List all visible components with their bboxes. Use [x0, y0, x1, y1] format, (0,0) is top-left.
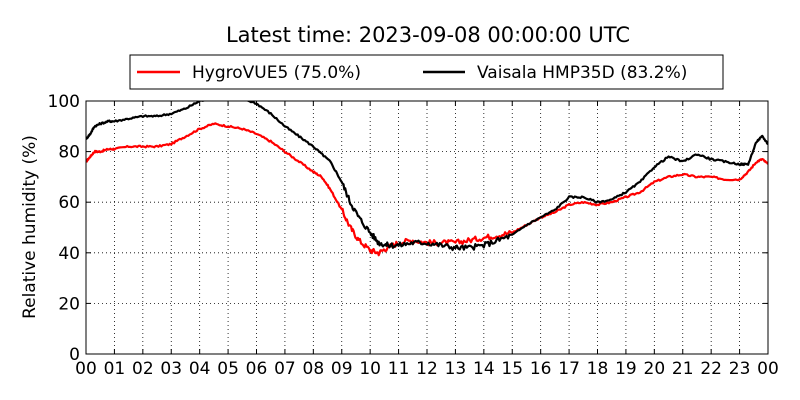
- x-tick-label: 08: [303, 359, 325, 379]
- legend: HygroVUE5 (75.0%) Vaisala HMP35D (83.2%): [129, 54, 724, 90]
- x-tick-label: 20: [644, 359, 666, 379]
- x-tick-label: 15: [501, 359, 523, 379]
- x-tick-label: 10: [359, 359, 381, 379]
- legend-label-series-1: Vaisala HMP35D (83.2%): [477, 63, 687, 83]
- x-tick-label: 00: [75, 359, 97, 379]
- y-tick-label: 40: [58, 244, 80, 264]
- x-tick-label: 00: [757, 359, 779, 379]
- legend-label-series-0: HygroVUE5 (75.0%): [192, 63, 361, 83]
- x-tick-label: 18: [587, 359, 609, 379]
- x-tick-label: 17: [558, 359, 580, 379]
- x-tick-label: 14: [473, 359, 495, 379]
- series-lines: [86, 101, 768, 257]
- x-tick-label: 19: [615, 359, 637, 379]
- y-tick-label: 0: [69, 345, 80, 365]
- x-tick-label: 23: [729, 359, 751, 379]
- x-tick-label: 16: [530, 359, 552, 379]
- x-tick-label: 21: [672, 359, 694, 379]
- x-tick-label: 13: [445, 359, 467, 379]
- x-tick-label: 12: [416, 359, 438, 379]
- y-tick-label: 100: [48, 92, 80, 112]
- x-tick-label: 03: [160, 359, 182, 379]
- y-tick-label: 20: [58, 294, 80, 314]
- axis-ticks: 00 01 02 03 04 05 06 07 08 09 10 11 12 13 14 15 16 17 18 19…: [48, 92, 779, 379]
- x-tick-label: 06: [246, 359, 268, 379]
- x-tick-label: 07: [274, 359, 296, 379]
- series-line-1: [86, 101, 768, 252]
- y-tick-label: 80: [58, 143, 80, 163]
- x-tick-label: 11: [388, 359, 410, 379]
- x-tick-label: 22: [700, 359, 722, 379]
- x-tick-label: 01: [104, 359, 126, 379]
- y-axis-label: Relative humidity (%): [20, 135, 40, 319]
- y-tick-label: 60: [58, 193, 80, 213]
- plot-frame: [85, 100, 769, 355]
- x-tick-label: 04: [189, 359, 211, 379]
- grid: [86, 101, 768, 354]
- chart-title: Latest time: 2023-09-08 00:00:00 UTC: [226, 23, 630, 47]
- x-tick-label: 05: [217, 359, 239, 379]
- x-tick-label: 09: [331, 359, 353, 379]
- x-tick-label: 02: [132, 359, 154, 379]
